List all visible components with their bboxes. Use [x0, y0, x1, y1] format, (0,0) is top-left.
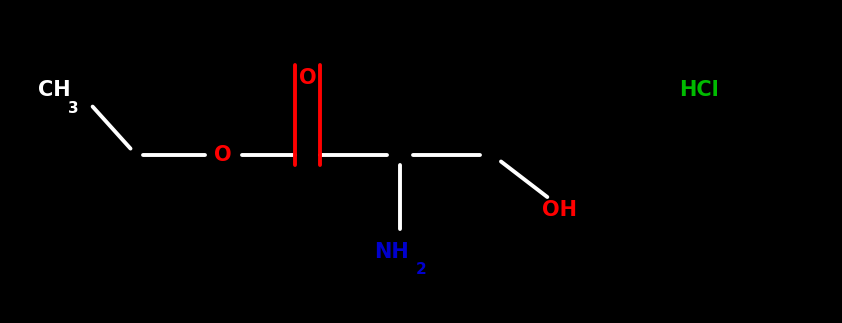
Text: O: O — [215, 145, 232, 165]
Text: NH: NH — [374, 242, 409, 262]
Text: 2: 2 — [416, 262, 426, 277]
Text: OH: OH — [542, 200, 578, 220]
Text: HCl: HCl — [679, 80, 719, 100]
Text: CH: CH — [39, 80, 71, 100]
Text: 3: 3 — [68, 101, 78, 116]
Text: O: O — [299, 68, 316, 88]
